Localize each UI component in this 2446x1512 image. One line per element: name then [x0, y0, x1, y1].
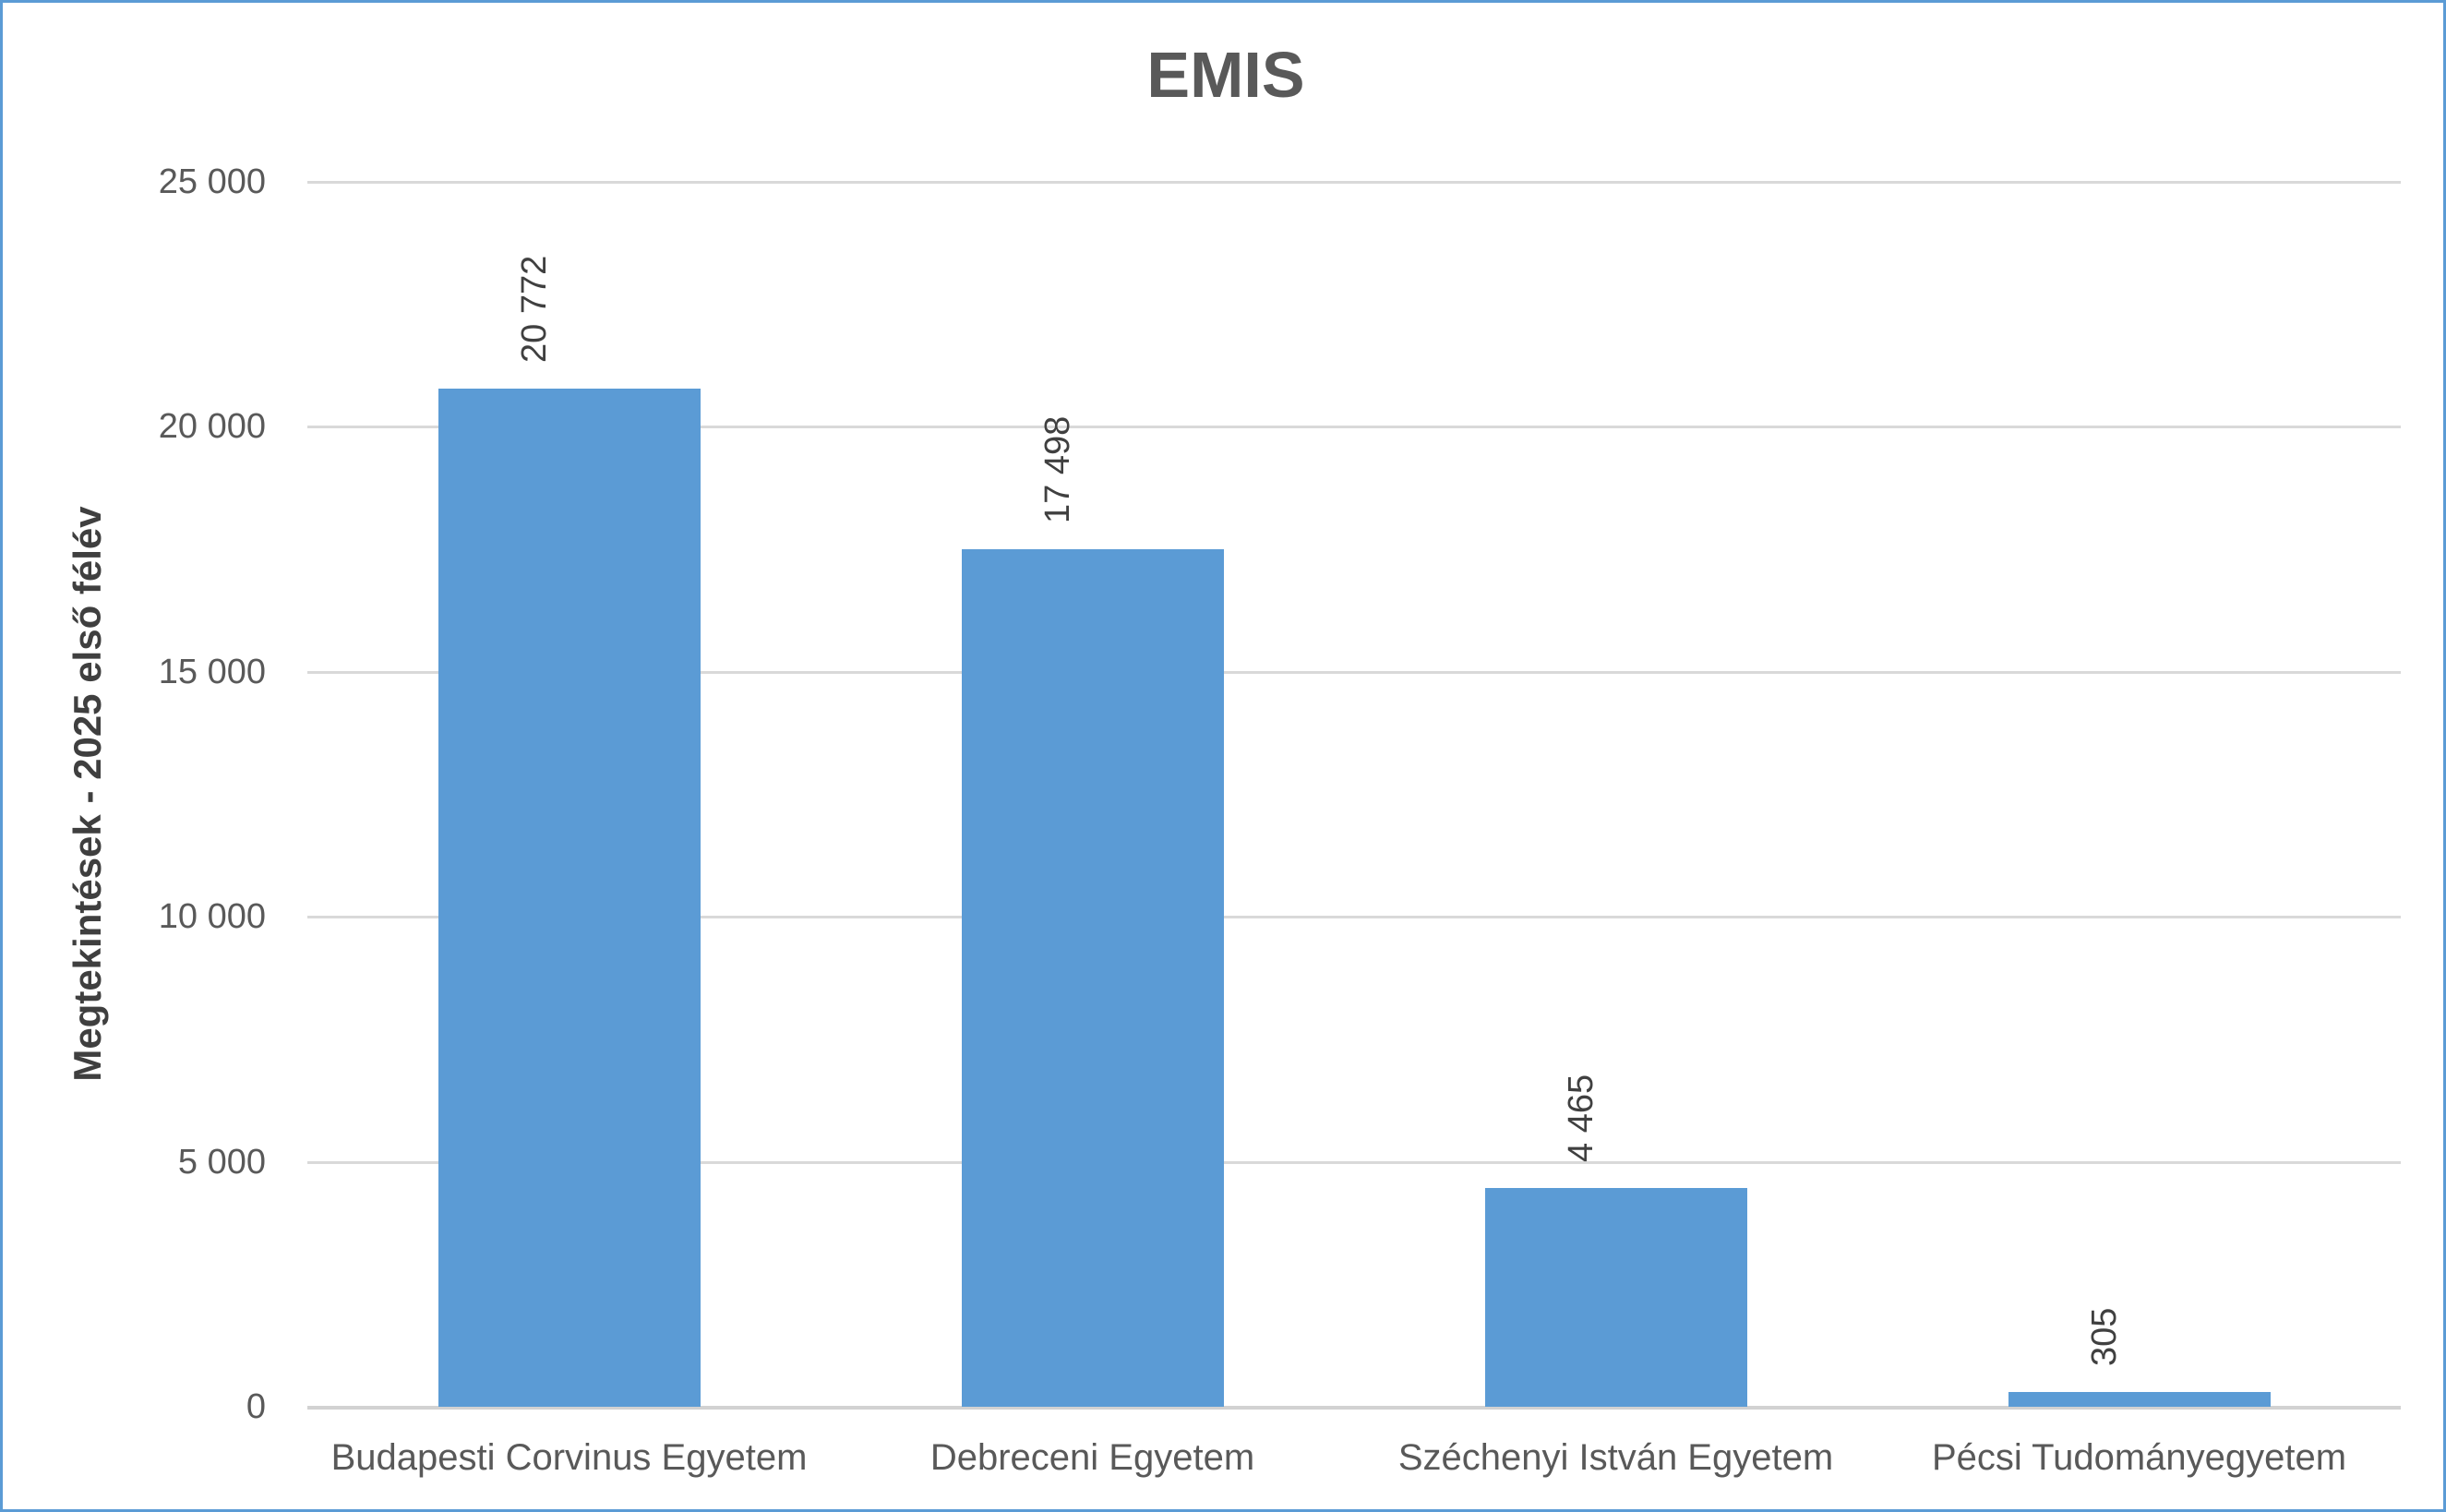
- category-label: Budapesti Corvinus Egyetem: [330, 1437, 808, 1478]
- y-tick-label: 15 000: [158, 652, 266, 691]
- plot-area: [307, 181, 2401, 1410]
- y-tick-label: 0: [246, 1387, 266, 1426]
- data-label: 4 465: [1561, 1074, 1601, 1162]
- y-tick-label: 20 000: [158, 407, 266, 447]
- x-axis-line: [307, 1406, 2401, 1410]
- bar-2: [961, 549, 1224, 1407]
- bar-3: [1484, 1187, 1747, 1407]
- chart-title: EMIS: [1146, 39, 1305, 111]
- gridline: [307, 181, 2401, 184]
- gridline: [307, 670, 2401, 674]
- bar-1: [438, 389, 701, 1407]
- category-label: Széchenyi István Egyetem: [1397, 1437, 1834, 1478]
- category-label: Pécsi Tudományegyetem: [1931, 1437, 2347, 1478]
- gridline: [307, 916, 2401, 919]
- bar-4: [2008, 1391, 2271, 1407]
- data-label: 20 772: [514, 256, 554, 364]
- y-axis-title: Megtekintések - 2025 első félév: [66, 506, 109, 1082]
- y-tick-label: 10 000: [158, 897, 266, 937]
- gridline: [307, 426, 2401, 429]
- gridline: [307, 1160, 2401, 1164]
- data-label: 305: [2084, 1307, 2124, 1366]
- data-label: 17 498: [1037, 415, 1077, 524]
- y-tick-label: 5 000: [177, 1142, 266, 1182]
- category-label: Debreceni Egyetem: [929, 1437, 1255, 1478]
- y-tick-label: 25 000: [158, 162, 266, 201]
